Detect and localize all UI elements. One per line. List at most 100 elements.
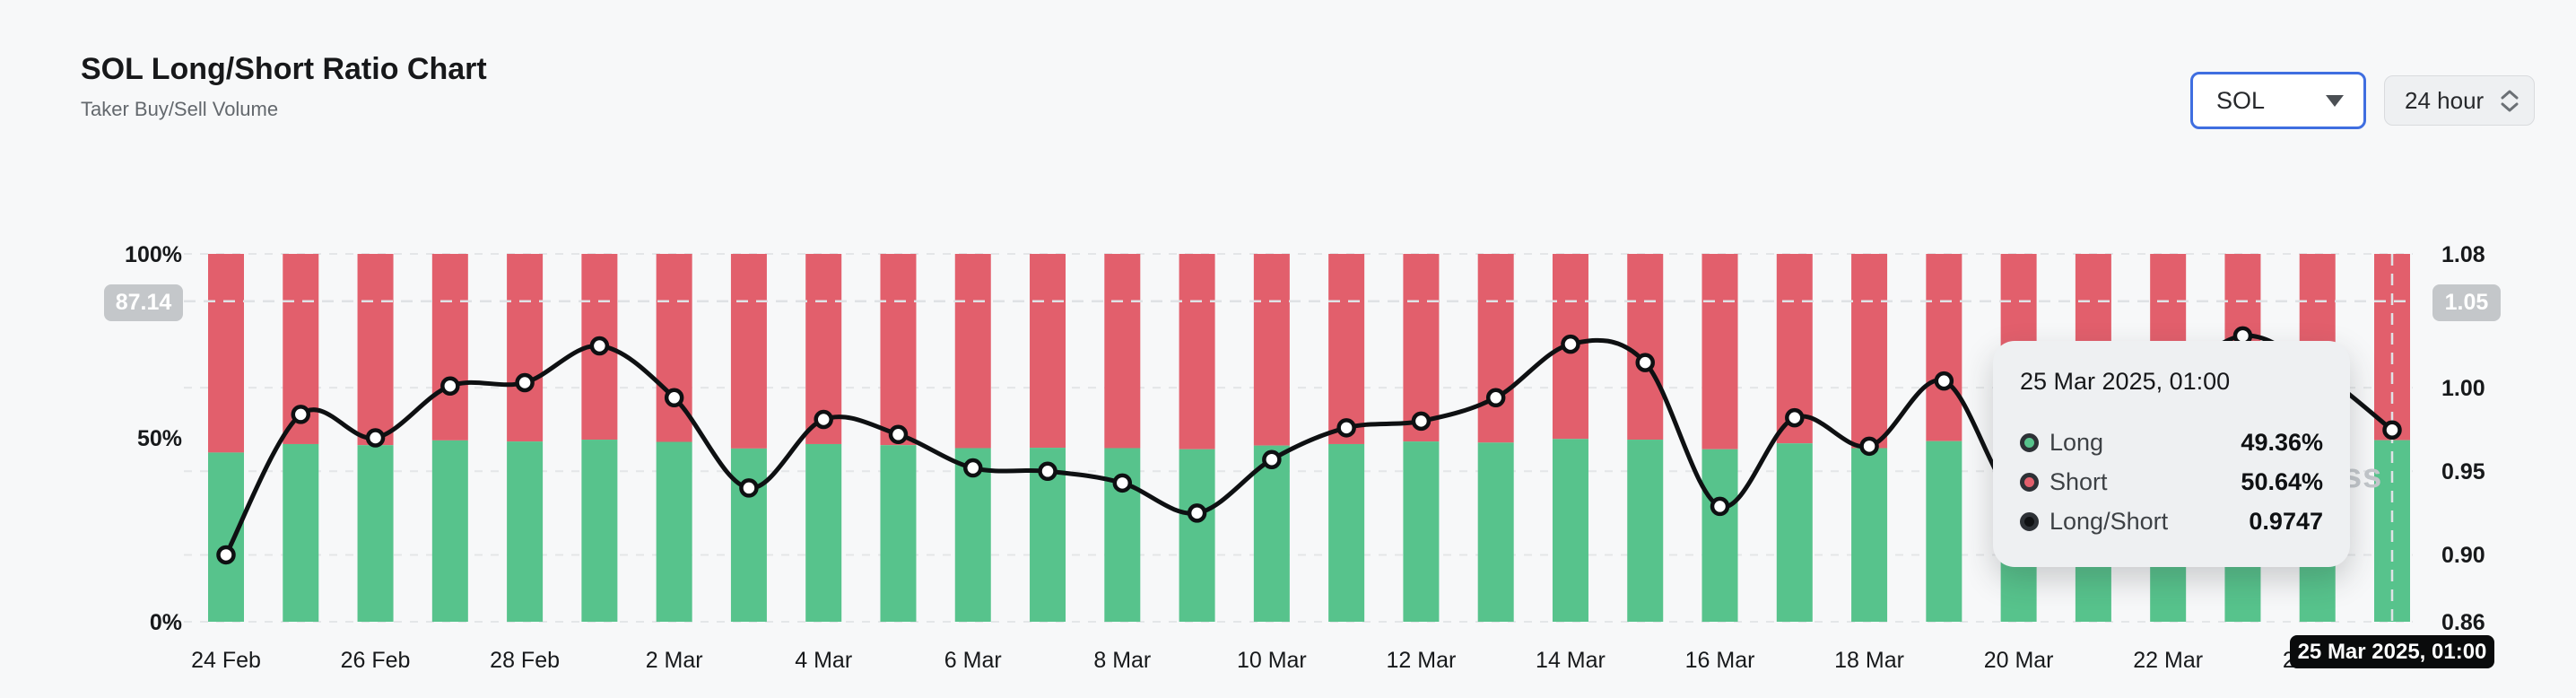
bar-long-segment[interactable] [1253, 445, 1290, 622]
bar-short-segment[interactable] [1926, 254, 1962, 441]
interval-select[interactable]: 24 hour [2384, 75, 2535, 126]
bar-long-segment[interactable] [1328, 443, 1365, 622]
ratio-point[interactable] [664, 388, 684, 408]
bar-short-segment[interactable] [1328, 254, 1365, 444]
chart-header: SOL Long/Short Ratio Chart Taker Buy/Sel… [81, 52, 487, 121]
bar-short-segment[interactable] [1179, 254, 1215, 449]
right-axis-tick: 1.00 [2441, 376, 2485, 401]
tooltip-title: 25 Mar 2025, 01:00 [2020, 368, 2231, 395]
ratio-point[interactable] [1635, 353, 1655, 372]
ratio-point[interactable] [1485, 388, 1506, 408]
ratio-point[interactable] [1934, 371, 1954, 391]
bar-short-segment[interactable] [954, 254, 991, 449]
ratio-point[interactable] [1785, 407, 1805, 428]
ratio-point[interactable] [1336, 418, 1356, 438]
long-series-dot-icon [2020, 432, 2039, 452]
bar-long-segment[interactable] [283, 443, 319, 622]
bar-short-segment[interactable] [1701, 254, 1738, 449]
symbol-select-value: SOL [2216, 86, 2266, 114]
left-axis-tick: 0% [150, 610, 182, 635]
bar-short-segment[interactable] [1851, 254, 1888, 449]
ratio-point[interactable] [1038, 461, 1057, 482]
chevron-down-icon [2326, 94, 2344, 107]
bar-long-segment[interactable] [507, 441, 544, 622]
right-axis-tick: 0.86 [2441, 610, 2485, 635]
ratio-point[interactable] [1561, 334, 1580, 354]
bar-long-segment[interactable] [1776, 443, 1813, 622]
bar-short-segment[interactable] [1627, 254, 1664, 441]
right-axis-tick: 0.90 [2441, 543, 2485, 568]
ratio-points[interactable] [216, 326, 2402, 565]
ratio-point[interactable] [1112, 473, 1133, 493]
bar-short-segment[interactable] [357, 254, 394, 446]
bar-short-segment[interactable] [1030, 254, 1066, 449]
ratio-point[interactable] [1262, 449, 1282, 469]
left-axis-tick: 50% [137, 426, 182, 451]
ratio-point[interactable] [2382, 420, 2402, 440]
short-series-dot-icon [2020, 472, 2039, 492]
x-axis-tick: 4 Mar [795, 648, 852, 673]
bar-short-segment[interactable] [507, 254, 544, 442]
ratio-point[interactable] [739, 478, 759, 498]
x-axis-tick: 16 Mar [1685, 648, 1755, 673]
bar-long-segment[interactable] [1477, 442, 1514, 622]
bar-short-segment[interactable] [730, 254, 767, 449]
bar-long-segment[interactable] [208, 452, 244, 622]
bar-long-segment[interactable] [1403, 441, 1440, 622]
ratio-point[interactable] [1411, 411, 1432, 432]
ratio-point[interactable] [291, 405, 311, 424]
right-axis-tick: 0.95 [2441, 459, 2485, 484]
bar-long-segment[interactable] [805, 443, 842, 622]
ratio-point[interactable] [440, 376, 460, 396]
ratio-point[interactable] [589, 336, 610, 356]
axis-labels: 100% 50% 0% 1.08 1.00 0.95 0.90 0.86 24 Feb 26 Fe… [125, 242, 2485, 673]
bar-short-segment[interactable] [1253, 254, 1290, 446]
bar-short-segment[interactable] [1403, 254, 1440, 442]
page-title: SOL Long/Short Ratio Chart [81, 52, 487, 86]
ratio-point[interactable] [216, 545, 236, 565]
ratio-point[interactable] [1187, 503, 1207, 523]
tooltip-row-short: Short 50.64% [2020, 462, 2323, 502]
bar-long-segment[interactable] [656, 441, 692, 622]
tooltip-long-label: Long [2049, 428, 2104, 456]
bar-long-segment[interactable] [581, 440, 618, 622]
x-axis-tick: 24 Feb [191, 648, 261, 673]
left-axis-tick: 100% [125, 242, 182, 267]
bar-short-segment[interactable] [880, 254, 917, 446]
crosshair-date-badge: 25 Mar 2025, 01:00 [2290, 635, 2494, 668]
ratio-point[interactable] [365, 428, 386, 448]
x-axis-tick: 10 Mar [1237, 648, 1307, 673]
bar-long-segment[interactable] [1851, 448, 1888, 622]
bar-long-segment[interactable] [1179, 449, 1215, 622]
bar-short-segment[interactable] [208, 254, 244, 453]
bar-short-segment[interactable] [1477, 254, 1514, 443]
x-axis-tick: 22 Mar [2133, 648, 2203, 673]
bar-long-segment[interactable] [1926, 441, 1962, 622]
page-subtitle: Taker Buy/Sell Volume [81, 98, 279, 120]
crosshair-right-badge: 1.05 [2432, 284, 2501, 321]
ratio-series-dot-icon [2020, 511, 2039, 531]
bar-short-segment[interactable] [431, 254, 468, 441]
x-axis-tick: 18 Mar [1834, 648, 1904, 673]
ratio-point[interactable] [963, 458, 983, 478]
bar-long-segment[interactable] [1552, 439, 1588, 622]
bar-long-segment[interactable] [880, 445, 917, 622]
x-axis-tick: 20 Mar [1984, 648, 2054, 673]
tooltip-short-label: Short [2049, 467, 2108, 495]
bar-short-segment[interactable] [1104, 254, 1141, 449]
ratio-point[interactable] [888, 424, 909, 445]
bar-long-segment[interactable] [730, 448, 767, 622]
chart-tooltip: 25 Mar 2025, 01:00 Long 49.36% Short 50.… [1993, 341, 2350, 567]
ratio-point[interactable] [1710, 496, 1730, 517]
symbol-select[interactable]: SOL [2190, 72, 2366, 129]
ratio-point[interactable] [515, 372, 535, 393]
bar-long-segment[interactable] [1627, 440, 1664, 622]
bar-long-segment[interactable] [1701, 449, 1738, 622]
bar-long-segment[interactable] [357, 445, 394, 622]
x-axis-tick: 12 Mar [1387, 648, 1457, 673]
ratio-point[interactable] [1859, 436, 1879, 457]
bar-long-segment[interactable] [431, 440, 468, 622]
right-axis-tick: 1.08 [2441, 242, 2485, 267]
ratio-point[interactable] [814, 409, 833, 430]
x-axis-tick: 8 Mar [1093, 648, 1151, 673]
